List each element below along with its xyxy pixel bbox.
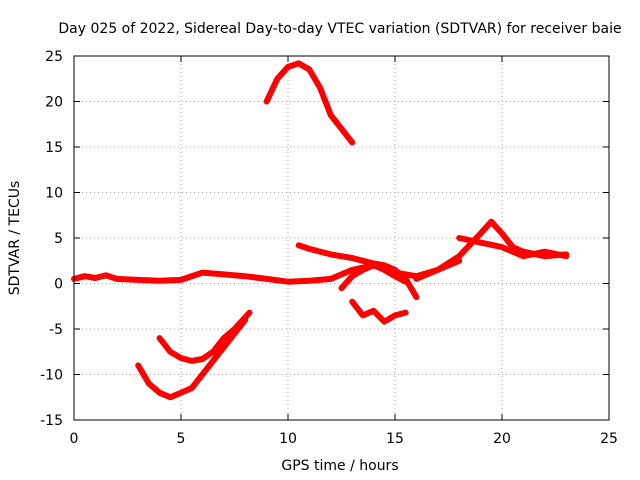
x-tick-label: 5 (177, 431, 186, 447)
y-tick-label: 25 (45, 49, 63, 65)
y-tick-label: 0 (54, 277, 63, 293)
series-line-peak (263, 60, 356, 146)
series-line-low-a (135, 316, 249, 401)
axis-ticks: 0 5 10 15 20 25 -15 -10 -5 0 5 10 15 20 25 (40, 49, 618, 447)
y-tick-label: -10 (40, 368, 63, 384)
x-tick-label: 20 (493, 431, 511, 447)
series-line-late-b (456, 235, 570, 260)
series-line-low-b (156, 309, 253, 364)
y-tick-label: 5 (54, 231, 63, 247)
x-tick-label: 25 (600, 431, 618, 447)
series-line-mid-a (295, 242, 420, 301)
y-tick-label: 15 (45, 140, 63, 156)
series-line-dip (349, 298, 409, 325)
y-tick-label: -5 (49, 322, 63, 338)
x-tick-label: 0 (70, 431, 79, 447)
series-group (71, 60, 570, 401)
x-tick-label: 15 (386, 431, 404, 447)
grid-lines (74, 56, 609, 420)
series-line-mid-b (338, 262, 409, 292)
x-tick-label: 10 (279, 431, 297, 447)
y-tick-label: 20 (45, 95, 63, 111)
y-tick-label: 10 (45, 186, 63, 202)
x-axis-label: GPS time / hours (281, 458, 398, 474)
y-axis-label: SDTVAR / TECUs (7, 181, 23, 296)
y-tick-label: -15 (40, 413, 63, 429)
chart-title: Day 025 of 2022, Sidereal Day-to-day VTE… (58, 21, 621, 37)
